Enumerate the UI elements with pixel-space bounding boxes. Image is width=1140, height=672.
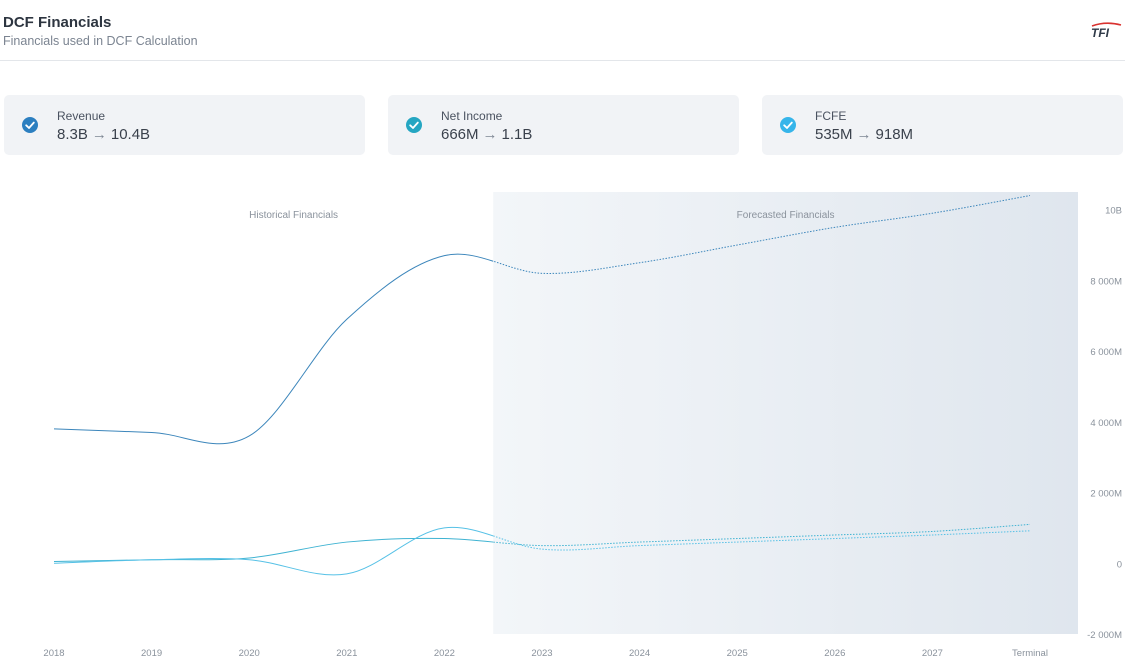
forecasted-region-label: Forecasted Financials (737, 210, 835, 221)
series-lines (53, 195, 1031, 576)
y-tick-label: 0 (1117, 559, 1122, 570)
x-tick-label: Terminal (1012, 648, 1048, 659)
y-axis: -2 000M 0 2 000M 4 000M 6 000M 8 000M 10B (1087, 206, 1122, 641)
check-circle-icon (406, 117, 422, 133)
net-income-forecast-line (493, 523, 1031, 547)
page-title: DCF Financials (3, 14, 112, 31)
y-tick-label: 2 000M (1090, 489, 1122, 500)
x-tick-label: 2021 (336, 648, 357, 659)
metric-cards: Revenue 8.3B → 10.4B Net Income 666M → 1.1B … (0, 95, 1140, 155)
fcfe-historical-line (53, 526, 494, 576)
net-income-historical-line (53, 537, 494, 563)
x-tick-label: 2023 (531, 648, 552, 659)
header: DCF Financials Financials used in DCF Ca… (0, 0, 1125, 61)
x-axis: 2018 2019 2020 2021 2022 2023 2024 2025 2026 2027… (43, 648, 1048, 659)
y-tick-label: 6 000M (1090, 347, 1122, 358)
metric-label: Revenue (57, 109, 106, 123)
x-tick-label: 2025 (727, 648, 748, 659)
x-tick-label: 2024 (629, 648, 650, 659)
x-tick-label: 2026 (824, 648, 845, 659)
dcf-line-chart: Historical Financials Forecasted Financi… (43, 192, 1122, 659)
page-subtitle: Financials used in DCF Calculation (3, 34, 198, 48)
y-tick-label: 10B (1105, 206, 1122, 217)
metric-values: 8.3B → 10.4B (57, 126, 150, 143)
metric-card-fcfe[interactable]: FCFE 535M → 918M (762, 95, 1123, 155)
x-tick-label: 2018 (43, 648, 64, 659)
metric-to: 1.1B (501, 126, 533, 143)
tfi-logo-icon: TFI (1091, 22, 1122, 40)
metric-to: 918M (875, 126, 914, 143)
check-circle-icon (22, 117, 38, 133)
logo-text: TFI (1091, 26, 1110, 40)
metric-label: FCFE (815, 109, 847, 123)
metric-card-net-income[interactable]: Net Income 666M → 1.1B (388, 95, 739, 155)
check-circle-icon (780, 117, 796, 133)
metric-from: 8.3B (57, 126, 88, 143)
revenue-historical-line (53, 253, 494, 445)
fcfe-forecast-line (493, 530, 1031, 551)
metric-from: 535M (815, 126, 853, 143)
x-tick-label: 2027 (922, 648, 943, 659)
metric-values: 666M → 1.1B (441, 126, 532, 143)
x-tick-label: 2022 (434, 648, 455, 659)
metric-card-revenue[interactable]: Revenue 8.3B → 10.4B (4, 95, 365, 155)
y-tick-label: -2 000M (1087, 630, 1122, 641)
revenue-forecast-line (493, 195, 1031, 274)
y-tick-label: 8 000M (1090, 276, 1122, 287)
arrow-right-icon: → (856, 126, 872, 143)
metric-label: Net Income (441, 109, 503, 123)
x-tick-label: 2020 (239, 648, 260, 659)
metric-values: 535M → 918M (815, 126, 913, 143)
arrow-right-icon: → (482, 126, 498, 143)
x-tick-label: 2019 (141, 648, 162, 659)
y-tick-label: 4 000M (1090, 418, 1122, 429)
arrow-right-icon: → (91, 126, 107, 143)
metric-from: 666M (441, 126, 479, 143)
historical-region-label: Historical Financials (249, 210, 338, 221)
forecast-region (493, 192, 1078, 634)
metric-to: 10.4B (110, 126, 151, 143)
